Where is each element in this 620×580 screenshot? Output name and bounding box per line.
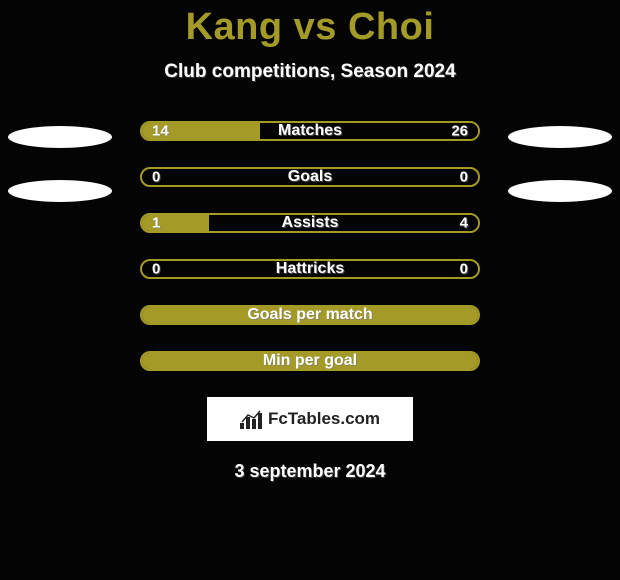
value-left: 0 xyxy=(152,261,160,278)
value-right: 26 xyxy=(451,123,468,140)
stat-bar: Assists 1 4 xyxy=(140,213,480,233)
side-oval xyxy=(8,180,112,202)
value-left: 14 xyxy=(152,123,169,140)
stat-bar: Goals 0 0 xyxy=(140,167,480,187)
content-wrapper: Kang vs Choi Club competitions, Season 2… xyxy=(0,0,620,482)
value-right: 0 xyxy=(460,261,468,278)
value-right: 4 xyxy=(460,215,468,232)
bar-seg-right xyxy=(209,215,478,231)
bars-container: Matches1426Goals00Assists14Hattricks00Go… xyxy=(0,121,620,371)
stat-label: Matches xyxy=(278,122,342,140)
footer-date: 3 september 2024 xyxy=(0,461,620,482)
stat-bar: Goals per match xyxy=(140,305,480,325)
side-oval xyxy=(508,180,612,202)
logo-text: FcTables.com xyxy=(268,409,380,429)
side-oval xyxy=(508,126,612,148)
stat-label: Min per goal xyxy=(263,352,357,370)
value-right: 0 xyxy=(460,169,468,186)
stat-bar: Hattricks 0 0 xyxy=(140,259,480,279)
subtitle: Club competitions, Season 2024 xyxy=(0,61,620,83)
stat-label: Assists xyxy=(282,214,339,232)
value-left: 1 xyxy=(152,215,160,232)
page-title: Kang vs Choi xyxy=(0,6,620,49)
stat-label: Goals xyxy=(288,168,332,186)
stat-label: Goals per match xyxy=(247,306,372,324)
fctables-logo-icon xyxy=(240,409,262,429)
stat-label: Hattricks xyxy=(276,260,344,278)
stat-bar: Matches 14 26 xyxy=(140,121,480,141)
stat-bar: Min per goal xyxy=(140,351,480,371)
value-left: 0 xyxy=(152,169,160,186)
side-oval xyxy=(8,126,112,148)
logo-box: FcTables.com xyxy=(207,397,413,441)
